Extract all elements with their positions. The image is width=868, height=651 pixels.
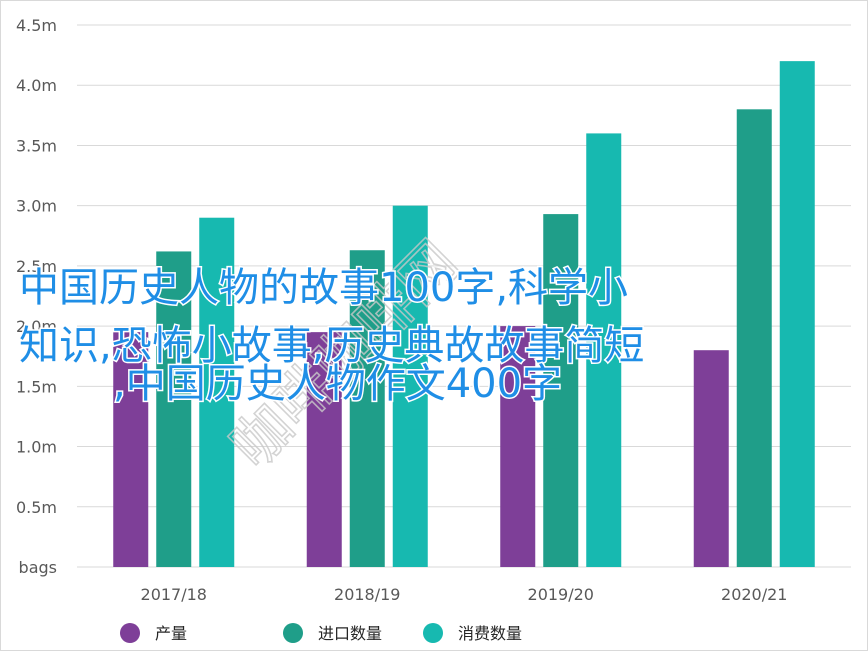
x-category-label: 2019/20 [528,585,594,604]
legend-swatch [283,623,303,643]
legend-item: 消费数量 [423,623,522,643]
y-tick-label: 2.0m [16,317,57,336]
bar [349,250,385,567]
bar [693,350,729,567]
x-category-label: 2017/18 [141,585,207,604]
bar [306,332,342,567]
overlay-title-line: ,中国历史人物作文400字 [113,361,562,407]
bar [156,251,192,568]
legend-item: 产量 [120,623,187,643]
y-tick-label: 1.0m [16,438,57,457]
bar [586,133,622,567]
x-category-label: 2020/21 [721,585,787,604]
y-tick-label: 4.5m [16,16,57,35]
legend-swatch [423,623,443,643]
legend-label: 进口数量 [318,624,382,643]
legend-item: 进口数量 [283,623,382,643]
bar [736,109,772,568]
y-tick-label: 4.0m [16,76,57,95]
overlay-title-line: 中国历史人物的故事100字,科学小 [19,265,628,311]
y-tick-label: bags [19,558,57,577]
overlay-title-line: 知识,恐怖小故事,历史典故故事简短 [19,323,644,369]
bar [113,332,149,567]
legend-swatch [120,623,140,643]
x-category-label: 2018/19 [334,585,400,604]
bar [199,217,235,567]
bar [779,61,815,568]
legend-label: 消费数量 [458,624,522,643]
y-tick-label: 0.5m [16,498,57,517]
bar [500,326,536,567]
y-tick-label: 1.5m [16,377,57,396]
y-tick-label: 3.0m [16,197,57,216]
bar [543,214,579,567]
legend-label: 产量 [155,624,187,643]
y-tick-label: 3.5m [16,136,57,155]
y-tick-label: 2.5m [16,257,57,276]
bar [392,205,428,567]
